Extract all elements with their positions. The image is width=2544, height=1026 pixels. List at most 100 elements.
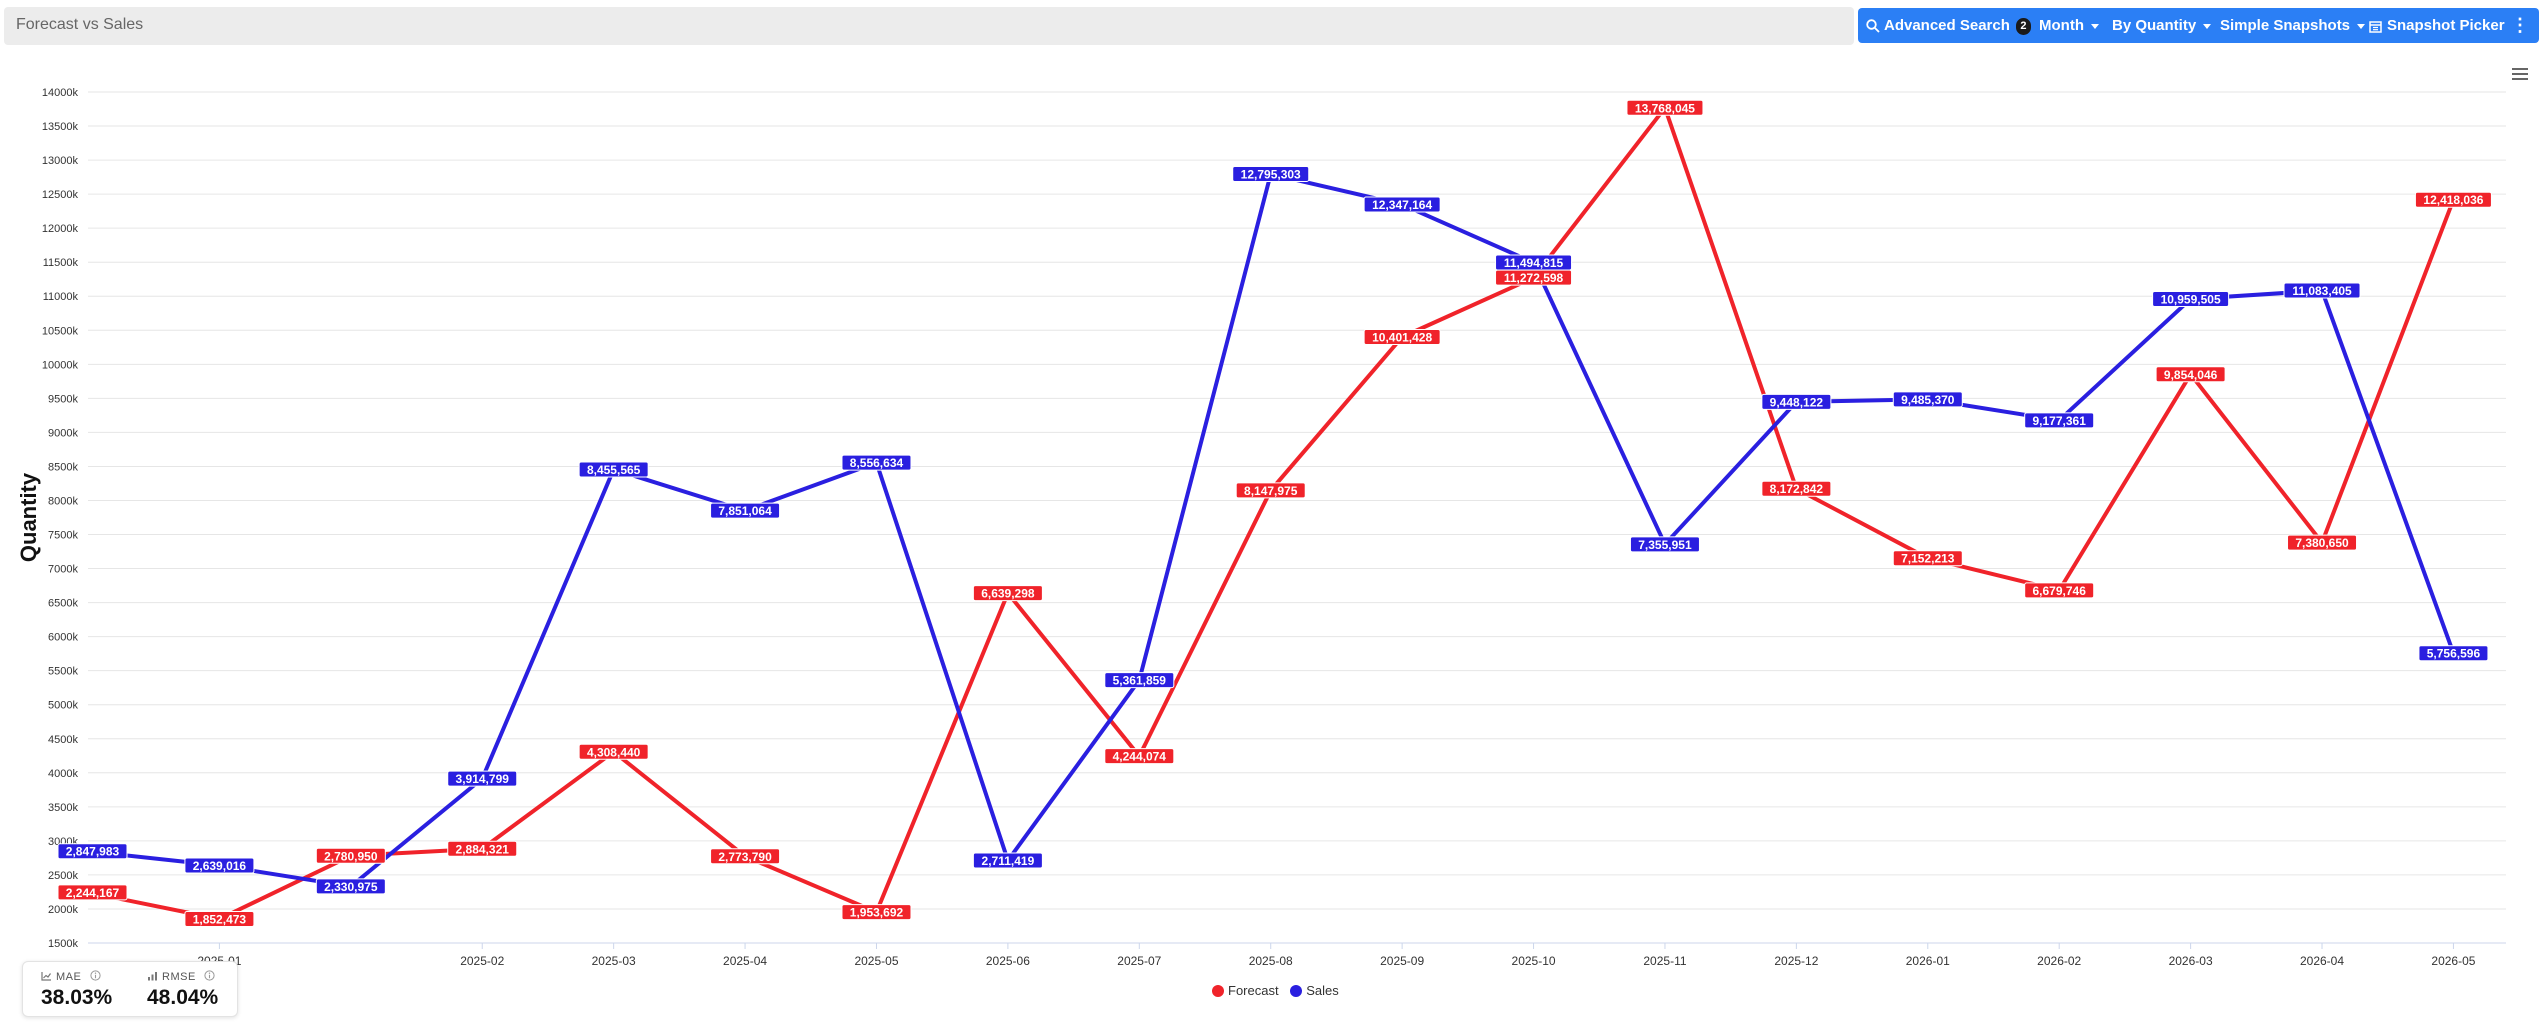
x-tick-label: 2025-06	[986, 954, 1030, 968]
forecast-data-label-box	[1235, 482, 1306, 499]
chart-menu-icon[interactable]	[2512, 68, 2528, 82]
sales-data-label: 2,330,975	[324, 880, 378, 894]
chevron-down-icon	[2203, 23, 2212, 29]
rmse-value: 48.04%	[147, 986, 219, 1009]
info-icon[interactable]	[90, 970, 101, 981]
forecast-data-label: 9,854,046	[2164, 368, 2218, 382]
y-tick-label: 8500k	[48, 461, 78, 473]
x-tick-label: 2026-01	[1906, 954, 1950, 968]
forecast-data-label-box	[2287, 534, 2358, 551]
sales-series-line	[86, 172, 2456, 889]
sales-data-label: 8,556,634	[850, 456, 904, 470]
advanced-search-button[interactable]: Advanced Search 2	[1866, 8, 2031, 43]
y-tick-label: 6000k	[48, 632, 78, 644]
sales-data-label: 12,347,164	[1372, 198, 1432, 212]
sales-data-label: 7,851,064	[718, 504, 772, 518]
y-tick-label: 9500k	[48, 393, 78, 405]
info-icon[interactable]	[204, 970, 215, 981]
more-options-button[interactable]: ⋮	[2511, 15, 2529, 35]
forecast-sales-chart: 1500k2000k2500k3000k3500k4000k4500k5000k…	[16, 87, 2506, 968]
x-tick-label: 2025-04	[723, 954, 767, 968]
sales-data-label: 9,177,361	[2033, 414, 2087, 428]
sales-data-label: 2,847,983	[66, 845, 120, 859]
page-title: Forecast vs Sales	[16, 16, 144, 33]
forecast-data-label-box	[2414, 191, 2492, 208]
x-tick-label: 2025-12	[1774, 954, 1818, 968]
sales-data-label: 5,756,596	[2427, 647, 2481, 661]
x-tick-label: 2025-05	[854, 954, 898, 968]
y-tick-label: 8000k	[48, 495, 78, 507]
month-dropdown[interactable]: Month	[2039, 8, 2099, 43]
sales-data-label-box	[1495, 254, 1573, 271]
snapshot-picker-button[interactable]: Snapshot Picker	[2369, 8, 2505, 43]
y-tick-label: 5500k	[48, 666, 78, 678]
sales-data-label-box	[1363, 196, 1441, 213]
sales-data-label: 3,914,799	[456, 772, 510, 786]
forecast-data-label-box	[841, 904, 912, 921]
y-tick-label: 3500k	[48, 802, 78, 814]
y-tick-label: 1500k	[48, 938, 78, 950]
by-quantity-label: By Quantity	[2112, 17, 2197, 34]
forecast-data-label-box	[710, 848, 781, 865]
sales-data-label-box	[710, 502, 781, 519]
forecast-data-label-box	[57, 884, 128, 901]
x-tick-label: 2025-07	[1117, 954, 1161, 968]
x-tick-label: 2025-11	[1643, 954, 1686, 968]
forecast-data-label: 8,147,975	[1244, 484, 1298, 498]
line-chart-icon	[41, 972, 51, 981]
y-tick-label: 10500k	[42, 325, 79, 337]
forecast-data-label: 6,639,298	[981, 587, 1035, 601]
forecast-data-label: 2,244,167	[66, 886, 120, 900]
legend-item-forecast[interactable]: Forecast	[1212, 983, 1279, 998]
forecast-data-label: 4,308,440	[587, 745, 641, 759]
forecast-data-label-box	[2155, 366, 2226, 383]
sales-data-label: 11,083,405	[2292, 284, 2352, 298]
forecast-data-label: 4,244,074	[1113, 750, 1167, 764]
by-quantity-dropdown[interactable]: By Quantity	[2112, 8, 2212, 43]
sales-data-label-box	[1629, 536, 1700, 553]
simple-snapshots-dropdown[interactable]: Simple Snapshots	[2220, 8, 2366, 43]
forecast-dot-icon	[1212, 984, 1224, 997]
sales-data-label: 10,959,505	[2161, 292, 2221, 306]
mae-value: 38.03%	[41, 986, 113, 1009]
forecast-data-label-box	[1363, 328, 1441, 345]
x-tick-label: 2025-03	[592, 954, 636, 968]
month-label: Month	[2039, 17, 2084, 34]
sales-data-label-box	[2283, 282, 2361, 299]
forecast-data-label-box	[447, 840, 518, 857]
rmse-label-row: RMSE	[147, 970, 247, 983]
sales-data-label-box	[2152, 290, 2230, 307]
forecast-data-label-box	[2024, 582, 2095, 599]
legend-item-sales[interactable]: Sales	[1290, 983, 1339, 998]
forecast-data-label: 10,401,428	[1372, 330, 1432, 344]
sales-data-label: 11,494,815	[1504, 256, 1564, 270]
title-bar: Forecast vs Sales	[4, 7, 1854, 45]
sales-data-label-box	[1232, 166, 1310, 183]
sales-data-label: 12,795,303	[1241, 168, 1301, 182]
sales-data-label-box	[315, 878, 386, 895]
sales-data-label: 5,361,859	[1113, 674, 1167, 688]
forecast-data-label: 13,768,045	[1635, 101, 1695, 115]
x-tick-label: 2025-08	[1249, 954, 1293, 968]
sales-data-label-box	[184, 857, 255, 874]
forecast-series-line	[86, 105, 2456, 922]
forecast-data-label: 11,272,598	[1504, 271, 1564, 285]
forecast-data-label-box	[1761, 480, 1832, 497]
sales-data-label-box	[972, 852, 1043, 869]
x-tick-label: 2025-09	[1380, 954, 1424, 968]
y-tick-label: 12500k	[42, 189, 79, 201]
y-tick-label: 14000k	[42, 87, 79, 99]
chart-legend: Forecast Sales	[1212, 983, 1347, 1000]
y-axis-title: Quantity	[16, 472, 41, 562]
chevron-down-icon	[2090, 23, 2099, 29]
forecast-data-label: 7,152,213	[1901, 552, 1955, 566]
rmse-metric: RMSE 48.04%	[147, 970, 247, 1010]
chevron-down-icon	[2357, 23, 2366, 29]
x-tick-label: 2026-04	[2300, 954, 2344, 968]
forecast-data-label-box	[972, 585, 1043, 602]
sales-data-label-box	[57, 843, 128, 860]
snapshot-picker-label: Snapshot Picker	[2387, 17, 2505, 34]
filter-count-badge: 2	[2015, 17, 2031, 35]
y-tick-label: 4500k	[48, 734, 78, 746]
y-tick-label: 11500k	[43, 257, 79, 269]
